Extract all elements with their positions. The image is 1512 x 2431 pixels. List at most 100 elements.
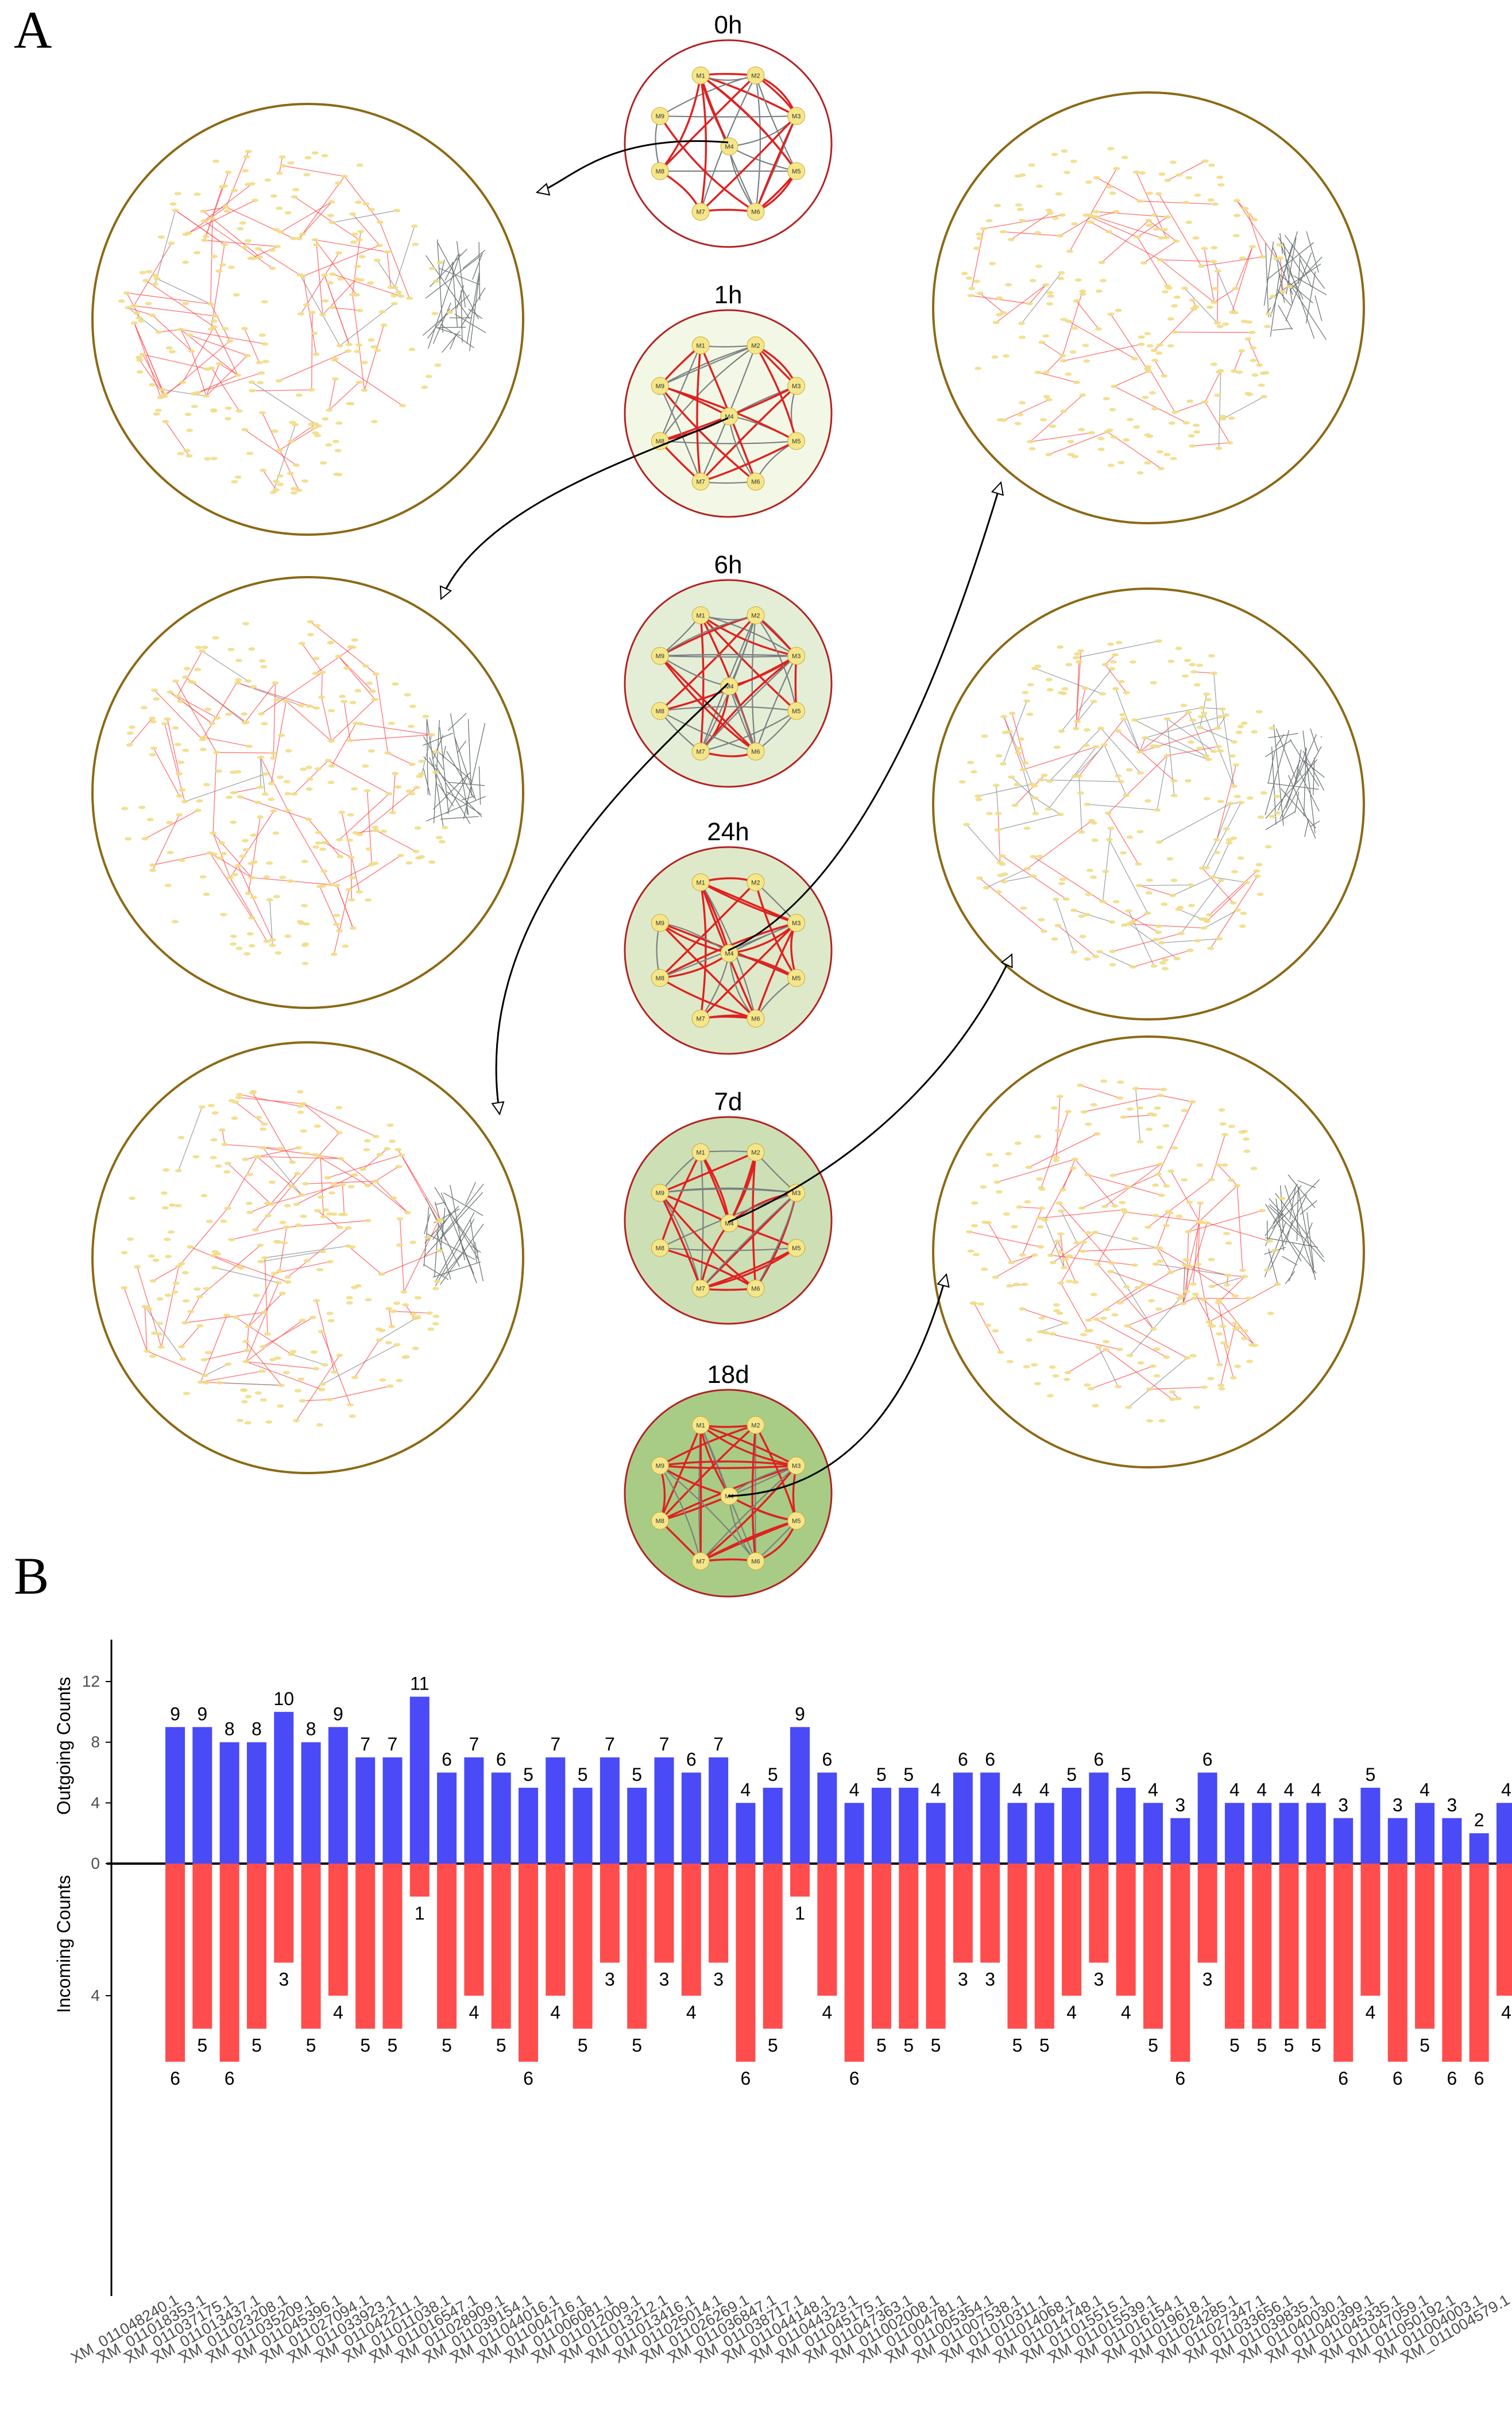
gene-node — [1243, 880, 1250, 884]
gene-node — [997, 874, 1004, 878]
gene-node — [311, 151, 319, 155]
gene-node — [1093, 176, 1100, 180]
gene-node — [1136, 471, 1144, 475]
gene-node — [257, 755, 264, 759]
gene-network-edge — [352, 231, 361, 295]
gene-node — [1054, 1239, 1062, 1243]
gene-node — [185, 454, 193, 458]
gene-node — [1198, 715, 1205, 719]
gene-network-edge — [1097, 1263, 1154, 1329]
gene-node — [171, 919, 179, 923]
gene-node — [1196, 1163, 1204, 1167]
data-label-outgoing: 7 — [360, 1734, 370, 1754]
gene-network-edge — [977, 783, 1032, 797]
gene-node — [1175, 1214, 1183, 1218]
gene-node — [372, 1135, 380, 1139]
gene-network-edge — [212, 752, 217, 833]
module-edge — [699, 1192, 797, 1289]
gene-node — [273, 698, 280, 702]
gene-node — [1214, 269, 1221, 273]
gene-node — [242, 1339, 250, 1343]
gene-node — [1229, 901, 1237, 905]
gene-node — [257, 815, 264, 819]
gene-node — [404, 693, 411, 697]
gene-node — [1073, 299, 1080, 303]
gene-node — [312, 845, 320, 849]
gray-edge — [1288, 1222, 1313, 1282]
module-node-label: M6 — [751, 209, 760, 216]
gene-node — [125, 306, 132, 310]
gene-node — [155, 330, 163, 334]
gene-node — [1181, 1108, 1188, 1112]
gene-node — [975, 232, 983, 236]
gene-node — [1203, 919, 1211, 923]
gene-node — [1253, 869, 1260, 873]
gene-node — [146, 818, 154, 822]
gene-node — [1018, 322, 1025, 326]
gene-node — [1114, 774, 1122, 778]
module-node — [787, 162, 806, 180]
gene-network-edge — [1113, 370, 1149, 387]
gene-network-edge — [230, 878, 268, 942]
gene-node — [346, 1296, 353, 1300]
gene-node — [1091, 838, 1099, 842]
gene-node — [967, 760, 975, 764]
gene-network-edge — [299, 275, 341, 346]
gene-node — [427, 1327, 435, 1331]
gene-node — [357, 230, 365, 234]
gene-node — [1207, 1324, 1215, 1328]
gene-node — [1090, 821, 1097, 825]
gene-node — [1269, 726, 1276, 730]
bar-outgoing — [871, 1787, 891, 1864]
gene-node — [1154, 1172, 1162, 1176]
gray-edge — [456, 241, 466, 308]
gene-network-edge — [190, 1246, 241, 1269]
gene-node — [153, 412, 160, 416]
module-edge — [659, 1192, 702, 1289]
module-edge — [700, 655, 797, 752]
gene-node — [305, 817, 312, 821]
data-label-outgoing: 3 — [1175, 1795, 1185, 1815]
gene-node — [1246, 320, 1253, 324]
gene-node — [150, 746, 157, 750]
gray-edge — [1287, 1174, 1316, 1208]
module-edge — [660, 1247, 796, 1251]
module-edge — [659, 75, 702, 172]
data-label-incoming: 5 — [1256, 2035, 1267, 2056]
gene-node — [296, 273, 304, 277]
data-label-outgoing: 4 — [1311, 1779, 1321, 1800]
gene-network-edge — [219, 363, 238, 376]
gene-node — [1193, 1405, 1200, 1409]
gene-node — [324, 759, 332, 763]
gene-node — [1144, 911, 1151, 915]
gene-node — [174, 192, 181, 196]
gene-network-edge — [355, 830, 376, 833]
gene-node — [168, 1203, 176, 1207]
gene-node — [326, 1259, 334, 1263]
gray-edge — [425, 254, 483, 299]
gene-node — [1278, 1196, 1286, 1200]
gene-node — [1074, 720, 1081, 724]
gene-network-edge — [1130, 1296, 1182, 1356]
gene-node — [1215, 446, 1223, 450]
data-label-incoming: 6 — [1393, 2068, 1403, 2089]
gene-node — [1182, 200, 1190, 204]
gene-node — [1049, 1261, 1057, 1265]
bar-outgoing — [518, 1787, 538, 1864]
gene-network-edge — [152, 1266, 179, 1281]
gray-edge — [434, 1219, 439, 1278]
gene-network-edge — [154, 210, 176, 285]
gene-network-edge — [1068, 320, 1135, 360]
gene-network-edge — [405, 1304, 415, 1319]
gene-node — [1208, 163, 1216, 167]
gene-node — [1286, 284, 1293, 288]
gene-node — [1240, 911, 1247, 915]
gene-network-edge — [338, 656, 376, 700]
gene-node — [1047, 294, 1054, 298]
gene-node — [1154, 1106, 1161, 1110]
gene-node — [1045, 807, 1052, 811]
gene-node — [370, 345, 378, 349]
gene-node — [287, 471, 294, 476]
gray-edge — [450, 334, 457, 350]
gray-edge — [1296, 767, 1320, 811]
